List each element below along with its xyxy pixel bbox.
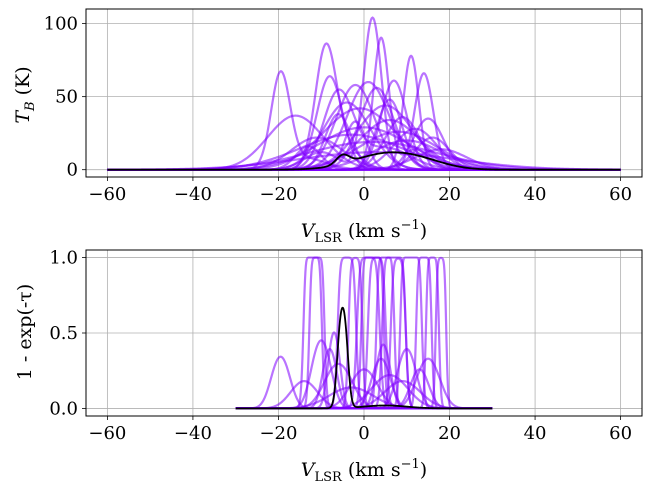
top-x-tick-label: −20: [259, 184, 297, 205]
bottom-x-tick-label: 60: [609, 423, 632, 444]
top-ticks: −60 −40 −20 0 20 40 60 0 50 100: [44, 14, 632, 205]
bottom-y-tick-label: 1.0: [49, 248, 78, 269]
top-y-tick-label: 50: [55, 87, 78, 108]
bottom-series-group: [235, 256, 493, 410]
top-panel-brightness-temperature: −60 −40 −20 0 20 40 60 0 50 100 VLSR (km s−1) TB …: [12, 8, 643, 246]
top-x-tick-label: 0: [358, 184, 369, 205]
bottom-x-tick-label: 40: [524, 423, 547, 444]
top-y-axis-label: TB (K): [12, 66, 38, 123]
bottom-x-tick-label: −20: [259, 423, 297, 444]
top-y-tick-label: 0: [67, 160, 78, 181]
bottom-x-tick-label: −60: [88, 423, 126, 444]
top-x-tick-label: 40: [524, 184, 547, 205]
top-x-axis-label: VLSR (km s−1): [301, 218, 427, 246]
bottom-panel-optical-depth: −60 −40 −20 0 20 40 600.00.51.0 VLSR (km s−1) …: [14, 248, 643, 485]
bottom-x-tick-label: 0: [358, 423, 369, 444]
top-series-group: [107, 16, 621, 171]
top-y-tick-label: 100: [44, 14, 78, 35]
top-x-tick-label: 60: [609, 184, 632, 205]
bottom-x-axis-label: VLSR (km s−1): [301, 457, 427, 485]
bottom-x-tick-label: −40: [174, 423, 212, 444]
top-mean-line: [107, 151, 621, 171]
bottom-y-axis-label: 1 - exp(-τ): [14, 284, 36, 380]
top-x-tick-label: −60: [88, 184, 126, 205]
bottom-mean-line: [235, 306, 493, 410]
top-x-tick-label: −40: [174, 184, 212, 205]
bottom-y-tick-label: 0.0: [49, 398, 78, 419]
bottom-x-tick-label: 20: [438, 423, 461, 444]
bottom-y-tick-label: 0.5: [49, 323, 78, 344]
top-x-tick-label: 20: [438, 184, 461, 205]
bottom-ticks: −60 −40 −20 0 20 40 60 0.0 0.5 1.0: [49, 248, 632, 444]
